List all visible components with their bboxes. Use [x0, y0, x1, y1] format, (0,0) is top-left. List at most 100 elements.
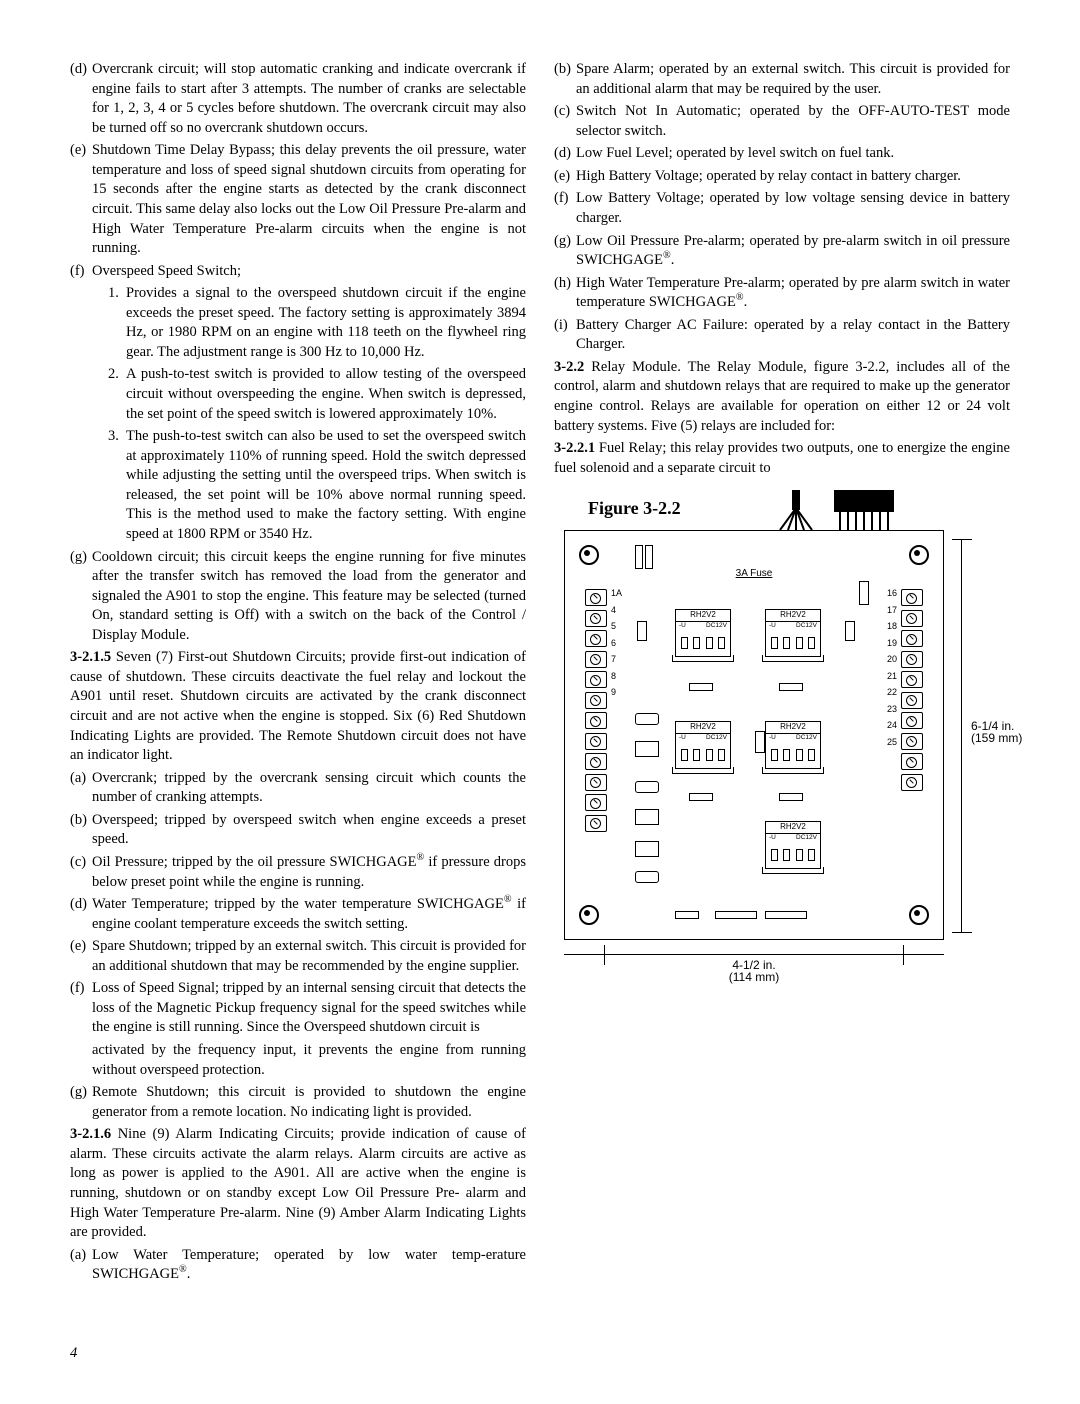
relay-sub: -U: [679, 623, 686, 635]
text-f2: A push-to-test switch is provided to all…: [126, 366, 526, 421]
relay-label: RH2V2: [766, 722, 820, 734]
component-icon: [637, 621, 647, 641]
tag-f: (f): [70, 262, 92, 282]
shutdown-f: (f)Loss of Speed Signal; tripped by an i…: [70, 979, 526, 1038]
tag-ab: (b): [554, 60, 576, 80]
relay-sub: -U: [679, 735, 686, 747]
term-num: 5: [611, 622, 622, 631]
terminal-icon: [585, 774, 607, 791]
reg-sd: ®: [504, 894, 512, 905]
bold-3215: 3-2.1.5: [70, 649, 111, 665]
terminal-icon: [901, 589, 923, 606]
tag-d: (d): [70, 60, 92, 80]
reg-ag: ®: [663, 250, 671, 261]
item-f3: 3.The push-to-test switch can also be us…: [70, 427, 526, 544]
shutdown-c: (c)Oil Pressure; tripped by the oil pres…: [70, 853, 526, 892]
relay-sub: DC12V: [796, 623, 817, 635]
terminal-icon: [585, 651, 607, 668]
terminal-icon: [585, 733, 607, 750]
relay-icon: RH2V2 -UDC12V: [765, 821, 821, 869]
shutdown-d: (d)Water Temperature; tripped by the wat…: [70, 895, 526, 934]
page: (d)Overcrank circuit; will stop automati…: [0, 0, 1080, 1404]
component-icon: [635, 741, 659, 757]
component-icon: [635, 841, 659, 857]
relay-sub: -U: [769, 835, 776, 847]
terminal-icon: [901, 610, 923, 627]
alarm-b: (b)Spare Alarm; operated by an external …: [554, 60, 1010, 99]
text-af: Low Battery Voltage; operated by low vol…: [576, 190, 1010, 226]
para-3215: 3-2.1.5 Seven (7) First-out Shutdown Cir…: [70, 648, 526, 765]
relay-sub: DC12V: [706, 735, 727, 747]
shutdown-e: (e)Spare Shutdown; tripped by an externa…: [70, 937, 526, 976]
component-icon: [755, 731, 765, 753]
alarm-a: (a)Low Water Temperature; operated by lo…: [70, 1246, 526, 1285]
bold-322: 3-2.2: [554, 359, 584, 375]
text-ad: Low Fuel Level; operated by level switch…: [576, 145, 894, 161]
item-e: (e)Shutdown Time Delay Bypass; this dela…: [70, 141, 526, 258]
mounting-hole-icon: [909, 545, 929, 565]
terminal-icon: [585, 815, 607, 832]
terminal-numbers-left: 1A 4 5 6 7 8 9: [611, 589, 622, 697]
relay-label: RH2V2: [676, 722, 730, 734]
component-icon: [635, 809, 659, 825]
page-number: 4: [70, 1344, 1010, 1364]
tag-sb: (b): [70, 811, 92, 831]
connector-icon: [645, 545, 653, 569]
component-icon: [845, 621, 855, 641]
terminal-column-right: [901, 589, 923, 791]
text-ag-post: .: [671, 252, 675, 268]
tag-ah: (h): [554, 274, 576, 294]
text-sb: Overspeed; tripped by overspeed switch w…: [92, 812, 526, 848]
wire-bundle-icon: [774, 490, 818, 530]
text-ag-pre: Low Oil Pressure Pre-alarm; operated by …: [576, 233, 1010, 269]
text-d: Overcrank circuit; will stop automatic c…: [92, 61, 526, 136]
text-ah-pre: High Water Temperature Pre-alarm; operat…: [576, 275, 1010, 311]
term-num: 4: [611, 606, 622, 615]
component-icon: [635, 713, 659, 725]
relay-label: RH2V2: [766, 822, 820, 834]
chip-icon: [779, 793, 803, 801]
component-icon: [635, 871, 659, 883]
shutdown-b: (b)Overspeed; tripped by overspeed switc…: [70, 811, 526, 850]
text-sa: Overcrank; tripped by the overcrank sens…: [92, 770, 526, 806]
dim-w-mm: (114 mm): [729, 970, 779, 984]
term-num: 18: [887, 622, 897, 631]
chip-icon: [689, 793, 713, 801]
alarm-f: (f)Low Battery Voltage; operated by low …: [554, 189, 1010, 228]
bold-3216: 3-2.1.6: [70, 1126, 111, 1142]
term-num: 25: [887, 738, 897, 747]
alarm-d: (d)Low Fuel Level; operated by level swi…: [554, 144, 1010, 164]
text-3215: Seven (7) First-out Shutdown Circuits; p…: [70, 649, 526, 763]
item-f1: 1.Provides a signal to the overspeed shu…: [70, 284, 526, 362]
alarm-g: (g)Low Oil Pressure Pre-alarm; operated …: [554, 232, 1010, 271]
text-f1: Provides a signal to the overspeed shutd…: [126, 285, 526, 360]
relay-icon: RH2V2 -U DC12V: [675, 721, 731, 769]
terminal-numbers-right: 16 17 18 19 20 21 22 23 24 25: [887, 589, 897, 747]
shutdown-f-cont: activated by the frequency input, it pre…: [70, 1041, 526, 1080]
terminal-column-left: [585, 589, 607, 832]
para-322: 3-2.2 Relay Module. The Relay Module, fi…: [554, 358, 1010, 436]
term-num: 8: [611, 672, 622, 681]
relay-icon: RH2V2 -UDC12V: [765, 609, 821, 657]
text-sc-pre: Oil Pressure; tripped by the oil pressur…: [92, 854, 417, 870]
reg-ah: ®: [736, 292, 744, 303]
terminal-icon: [901, 733, 923, 750]
tag-sf: (f): [70, 979, 92, 999]
mounting-hole-icon: [579, 545, 599, 565]
text-ab: Spare Alarm; operated by an external swi…: [576, 61, 1010, 97]
item-f2: 2.A push-to-test switch is provided to a…: [70, 365, 526, 424]
tag-ag: (g): [554, 232, 576, 252]
term-num: 21: [887, 672, 897, 681]
terminal-icon: [901, 651, 923, 668]
text-ai: Battery Charger AC Failure: operated by …: [576, 317, 1010, 353]
figure-top-strip: Figure 3-2.2: [554, 490, 1010, 530]
terminal-icon: [585, 794, 607, 811]
text-se: Spare Shutdown; tripped by an external s…: [92, 938, 526, 974]
tag-sc: (c): [70, 853, 92, 873]
connector-icon: [859, 581, 869, 605]
relay-sub: -U: [769, 735, 776, 747]
text-322: Relay Module. The Relay Module, figure 3…: [554, 359, 1010, 434]
term-num: 22: [887, 688, 897, 697]
mounting-hole-icon: [909, 905, 929, 925]
component-icon: [635, 781, 659, 793]
